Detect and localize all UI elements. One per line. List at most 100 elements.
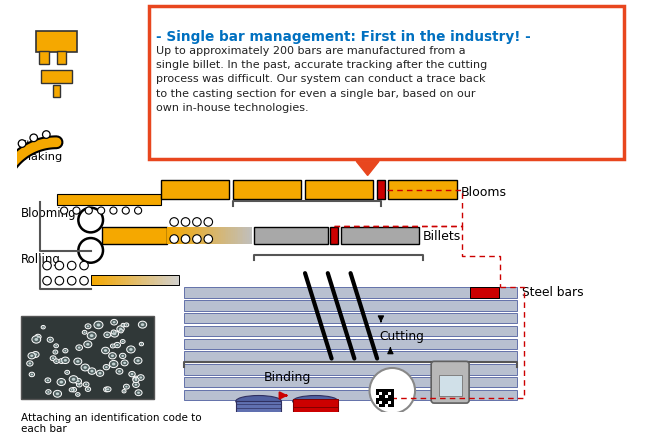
Ellipse shape	[105, 366, 108, 368]
Ellipse shape	[56, 392, 59, 395]
Ellipse shape	[111, 330, 116, 334]
Ellipse shape	[124, 323, 129, 327]
Ellipse shape	[121, 339, 125, 343]
Ellipse shape	[124, 384, 130, 389]
Bar	[133, 275, 134, 286]
Ellipse shape	[55, 345, 57, 347]
Bar	[386, 401, 388, 404]
Bar	[382, 401, 385, 404]
Ellipse shape	[90, 334, 93, 337]
Ellipse shape	[76, 345, 82, 350]
Bar	[379, 389, 382, 392]
Bar	[102, 227, 167, 244]
Bar	[117, 275, 118, 286]
Ellipse shape	[29, 362, 31, 365]
Bar	[237, 227, 238, 244]
Bar	[105, 275, 107, 286]
Ellipse shape	[236, 413, 281, 424]
Bar	[376, 401, 379, 404]
Bar	[137, 275, 139, 286]
Bar	[107, 275, 108, 286]
Ellipse shape	[105, 388, 108, 391]
Ellipse shape	[139, 376, 142, 378]
Ellipse shape	[86, 387, 91, 391]
Bar	[211, 227, 213, 244]
Bar	[293, 399, 338, 407]
Ellipse shape	[78, 238, 103, 263]
Bar	[94, 275, 96, 286]
Ellipse shape	[78, 346, 80, 349]
Bar	[183, 364, 518, 375]
Ellipse shape	[60, 360, 63, 362]
Ellipse shape	[135, 390, 142, 396]
Ellipse shape	[129, 348, 133, 351]
Bar	[376, 398, 379, 401]
Bar	[248, 227, 250, 244]
Ellipse shape	[53, 350, 58, 354]
Bar	[130, 275, 131, 286]
Ellipse shape	[133, 377, 139, 382]
Ellipse shape	[133, 382, 139, 388]
Bar	[235, 227, 237, 244]
Ellipse shape	[104, 387, 110, 392]
Ellipse shape	[141, 343, 143, 345]
Bar	[111, 275, 113, 286]
Bar	[391, 398, 394, 401]
Ellipse shape	[88, 368, 96, 375]
Ellipse shape	[69, 376, 78, 383]
Ellipse shape	[113, 321, 115, 323]
Bar	[136, 275, 137, 286]
Bar	[56, 51, 66, 65]
Ellipse shape	[170, 235, 178, 243]
Ellipse shape	[85, 324, 91, 329]
Ellipse shape	[121, 360, 128, 366]
Ellipse shape	[73, 389, 75, 391]
Bar	[157, 275, 159, 286]
Bar	[183, 300, 518, 311]
Ellipse shape	[64, 350, 67, 352]
Bar	[183, 377, 518, 388]
Ellipse shape	[109, 352, 116, 359]
Ellipse shape	[55, 276, 64, 285]
Bar	[172, 227, 174, 244]
Bar	[139, 275, 141, 286]
Ellipse shape	[94, 321, 103, 329]
Ellipse shape	[119, 328, 122, 330]
Ellipse shape	[32, 336, 41, 343]
Bar	[113, 275, 115, 286]
Ellipse shape	[107, 388, 110, 390]
Ellipse shape	[18, 140, 26, 148]
Bar	[41, 70, 72, 83]
Ellipse shape	[81, 364, 89, 371]
Ellipse shape	[84, 332, 86, 333]
Ellipse shape	[112, 362, 115, 365]
Bar	[36, 31, 77, 52]
Bar	[197, 227, 199, 244]
Ellipse shape	[87, 332, 96, 339]
Ellipse shape	[192, 235, 201, 243]
Ellipse shape	[236, 395, 281, 407]
Ellipse shape	[67, 261, 76, 270]
Bar	[242, 227, 244, 244]
Bar	[149, 275, 150, 286]
Bar	[160, 275, 162, 286]
Ellipse shape	[28, 352, 36, 359]
Ellipse shape	[117, 326, 124, 332]
Ellipse shape	[85, 384, 87, 385]
Text: Steel bars: Steel bars	[522, 286, 584, 299]
Bar	[221, 227, 223, 244]
Ellipse shape	[106, 334, 109, 336]
Bar	[209, 227, 211, 244]
Ellipse shape	[57, 378, 65, 385]
Bar	[174, 227, 175, 244]
Bar	[102, 275, 104, 286]
Text: Blooming: Blooming	[21, 207, 76, 220]
Bar	[110, 275, 111, 286]
Bar	[386, 389, 388, 392]
Bar	[180, 227, 182, 244]
Bar	[386, 398, 388, 401]
Ellipse shape	[119, 329, 123, 333]
Bar	[161, 180, 229, 199]
Bar	[254, 227, 328, 244]
Ellipse shape	[98, 372, 102, 375]
